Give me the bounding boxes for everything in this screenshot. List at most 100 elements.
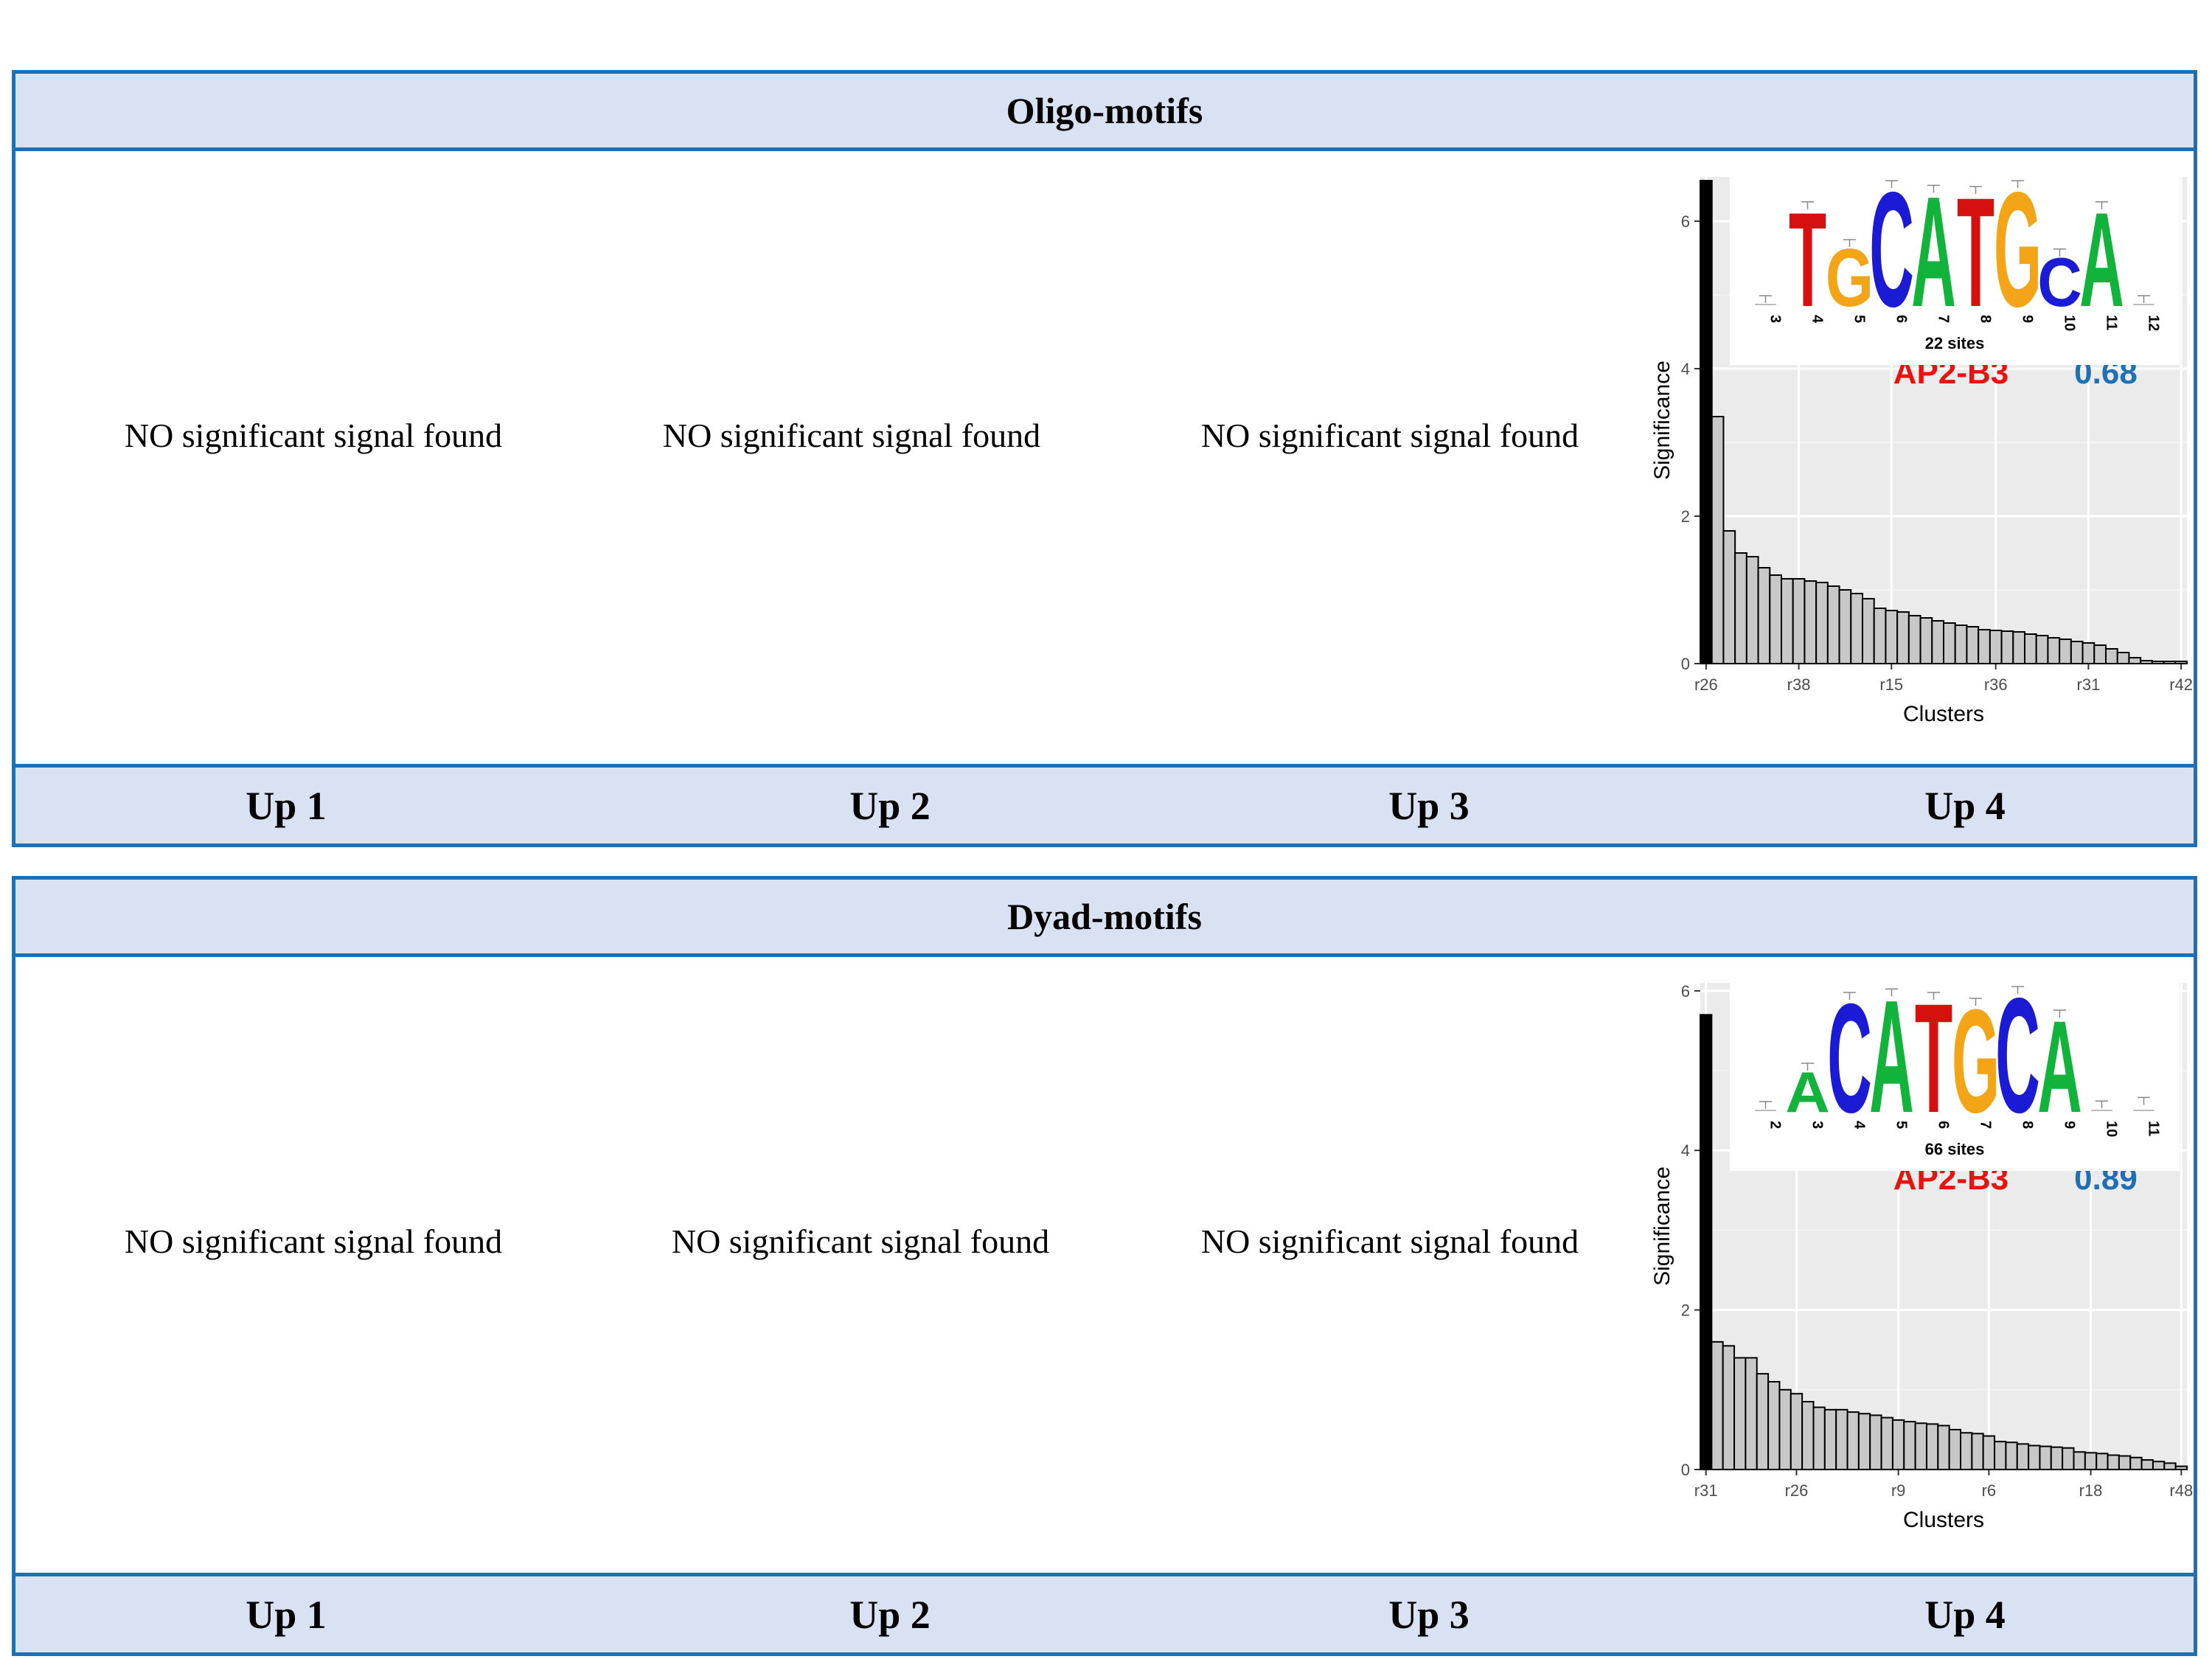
bar — [1994, 1441, 2007, 1471]
bar — [1711, 1340, 1724, 1471]
column-label-up4: Up 4 — [1924, 783, 2006, 828]
bar — [2093, 644, 2107, 664]
bar — [1869, 1414, 1882, 1470]
column-label-up1: Up 1 — [246, 1592, 327, 1637]
column-label-up2: Up 2 — [849, 783, 931, 828]
significance-chart-oligo: 0 2 4 6 r26 r38 r15 r36 r31 r42 Clusters Significan… — [1650, 170, 2193, 726]
logo-letter: G — [1952, 979, 2000, 1144]
logo-position-label: 5 — [1851, 315, 1868, 323]
bar — [2140, 1459, 2154, 1471]
x-axis-title: Clusters — [1903, 1508, 1984, 1532]
bar — [2081, 642, 2096, 664]
bar — [2012, 631, 2025, 664]
y-tick-label: 0 — [1681, 1461, 1690, 1479]
bar — [1781, 578, 1794, 664]
x-tick-label: r48 — [2169, 1481, 2193, 1500]
logo-letter: C — [1995, 975, 2040, 1147]
logo-position-label: 2 — [1767, 1121, 1784, 1129]
y-tick-label: 4 — [1681, 360, 1690, 378]
logo-letter: C — [2037, 244, 2082, 321]
x-tick-label: r42 — [2169, 675, 2193, 694]
logo-position-label: 10 — [2062, 315, 2078, 331]
bar — [1835, 1408, 1848, 1471]
bar — [2016, 1443, 2030, 1471]
bar — [1989, 630, 2003, 664]
column-label-up3: Up 3 — [1388, 783, 1470, 828]
bar — [2047, 637, 2061, 664]
bar — [1790, 1393, 1804, 1471]
logo-position-label: 3 — [1767, 315, 1784, 323]
bar — [1838, 589, 1852, 664]
logo-letter: A — [1869, 975, 1914, 1146]
x-tick-label: r36 — [1984, 675, 2008, 694]
x-tick-label: r26 — [1785, 1481, 1809, 1500]
bar — [2107, 1454, 2120, 1471]
logo-letter: T — [1957, 170, 1994, 340]
logo-letter: T — [1789, 186, 1826, 335]
bar — [1873, 608, 1887, 664]
bar — [1745, 556, 1759, 664]
x-tick-label: r6 — [1982, 1481, 1997, 1500]
bar — [2070, 641, 2084, 664]
bar — [1757, 567, 1771, 664]
y-tick-label: 4 — [1681, 1141, 1690, 1160]
bar — [1903, 1421, 1916, 1470]
y-axis-title: Significance — [1650, 361, 1674, 480]
bar — [2005, 1441, 2018, 1471]
logo-position-label: 6 — [1893, 315, 1910, 323]
bar — [2105, 648, 2118, 664]
bar — [2129, 1456, 2143, 1471]
no-signal-up3: NO significant signal found — [1200, 1222, 1579, 1260]
bar — [1769, 574, 1783, 664]
bar — [2118, 1455, 2132, 1471]
logo-position-label: 5 — [1893, 1121, 1910, 1129]
bar — [2128, 657, 2142, 664]
x-tick-label: r9 — [1891, 1481, 1906, 1500]
logo-letter: A — [2079, 186, 2124, 335]
x-tick-label: r31 — [2077, 675, 2101, 694]
bar — [2024, 633, 2037, 664]
significance-chart-dyad: 0 2 4 6 r31 r26 r9 r6 r18 r48 Clusters Significance… — [1650, 975, 2193, 1532]
bar — [1826, 585, 1840, 664]
bar — [1700, 1014, 1713, 1471]
y-tick-label: 2 — [1681, 1301, 1690, 1320]
no-signal-up1: NO significant signal found — [124, 417, 503, 454]
logo-letter: C — [1827, 975, 1872, 1146]
bar — [2035, 635, 2049, 664]
bar — [1815, 582, 1829, 664]
bar — [2000, 630, 2014, 664]
logo-position-label: 7 — [1978, 1121, 1994, 1129]
column-label-bar: Up 1 Up 2 Up 3 Up 4 — [15, 764, 2194, 844]
bar — [2039, 1445, 2052, 1470]
bar — [1767, 1380, 1781, 1470]
logo-position-label: 7 — [1935, 315, 1952, 323]
logo-position-label: 3 — [1809, 1121, 1826, 1129]
bar — [1722, 530, 1736, 664]
bar — [1734, 552, 1747, 664]
bar — [2084, 1452, 2098, 1470]
logo-position-label: 8 — [1978, 315, 1994, 323]
bar — [2028, 1444, 2041, 1470]
bar — [1857, 1413, 1871, 1470]
bar — [1971, 1433, 1984, 1470]
bar — [1711, 416, 1725, 664]
bar — [2163, 1462, 2177, 1470]
logo-position-label: 6 — [1935, 1121, 1952, 1129]
x-tick-label: r38 — [1787, 675, 1811, 694]
logo-position-label: 4 — [1809, 315, 1826, 324]
sequence-logo-background — [1730, 983, 2180, 1171]
bar — [1823, 1408, 1837, 1471]
bar — [2073, 1451, 2086, 1470]
no-signal-up2: NO significant signal found — [671, 1222, 1050, 1260]
bar — [2151, 661, 2165, 664]
bar — [2116, 652, 2130, 664]
logo-position-label: 4 — [1851, 1121, 1868, 1130]
y-axis-title: Significance — [1650, 1166, 1674, 1286]
sequence-logo-background — [1730, 177, 2180, 365]
x-axis-title: Clusters — [1903, 702, 1984, 726]
bar — [1982, 1435, 1996, 1470]
logo-position-label: 12 — [2146, 315, 2162, 331]
bar — [1733, 1357, 1747, 1470]
logo-position-label: 11 — [2146, 1121, 2162, 1136]
logo-sites-label: 66 sites — [1925, 1140, 1985, 1158]
